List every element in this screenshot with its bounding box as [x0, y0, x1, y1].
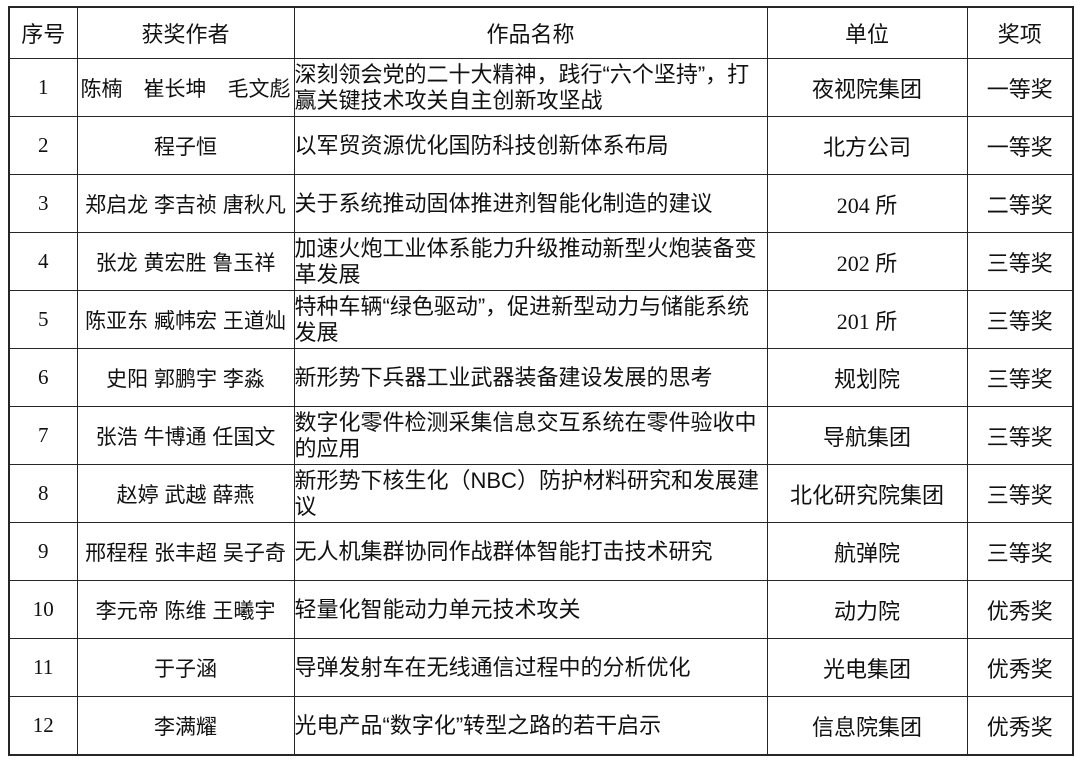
- header-cell-authors: 获奖作者: [76, 6, 295, 59]
- cell-authors: 陈楠 崔长坤 毛文彪: [76, 58, 295, 117]
- cell-award: 三等奖: [966, 290, 1074, 349]
- cell-unit: 夜视院集团: [766, 58, 968, 117]
- header-row: 序号 获奖作者 作品名称 单位 奖项: [8, 6, 1074, 59]
- cell-serial: 5: [8, 290, 78, 349]
- header-cell-serial: 序号: [8, 6, 78, 59]
- cell-award: 优秀奖: [966, 696, 1074, 756]
- table-row: 1 陈楠 崔长坤 毛文彪 深刻领会党的二十大精神，践行“六个坚持”，打赢关键技术…: [8, 58, 1074, 117]
- cell-award: 优秀奖: [966, 580, 1074, 639]
- cell-authors: 程子恒: [76, 116, 295, 175]
- cell-serial: 11: [8, 638, 78, 697]
- table-row: 11 于子涵 导弹发射车在无线通信过程中的分析优化 光电集团 优秀奖: [8, 638, 1074, 697]
- cell-authors: 郑启龙 李吉祯 唐秋凡: [76, 174, 295, 233]
- awards-table: 序号 获奖作者 作品名称 单位 奖项 1 陈楠 崔长坤 毛文彪 深刻领会党的二十…: [8, 6, 1074, 756]
- cell-serial: 4: [8, 232, 78, 291]
- table-row: 8 赵婷 武越 薛燕 新形势下核生化（NBC）防护材料研究和发展建议 北化研究院…: [8, 464, 1074, 523]
- cell-authors: 史阳 郭鹏宇 李淼: [76, 348, 295, 407]
- cell-unit: 204 所: [766, 174, 968, 233]
- cell-title: 导弹发射车在无线通信过程中的分析优化: [293, 638, 768, 697]
- cell-serial: 9: [8, 522, 78, 581]
- cell-unit: 动力院: [766, 580, 968, 639]
- cell-authors: 李元帝 陈维 王曦宇: [76, 580, 295, 639]
- table-row: 6 史阳 郭鹏宇 李淼 新形势下兵器工业武器装备建设发展的思考 规划院 三等奖: [8, 348, 1074, 407]
- cell-unit: 信息院集团: [766, 696, 968, 756]
- table-row: 7 张浩 牛博通 任国文 数字化零件检测采集信息交互系统在零件验收中的应用 导航…: [8, 406, 1074, 465]
- cell-serial: 12: [8, 696, 78, 756]
- cell-serial: 6: [8, 348, 78, 407]
- header-cell-title: 作品名称: [293, 6, 768, 59]
- cell-serial: 10: [8, 580, 78, 639]
- cell-unit: 规划院: [766, 348, 968, 407]
- table-row: 10 李元帝 陈维 王曦宇 轻量化智能动力单元技术攻关 动力院 优秀奖: [8, 580, 1074, 639]
- table-row: 5 陈亚东 臧帏宏 王道灿 特种车辆“绿色驱动”，促进新型动力与储能系统发展 2…: [8, 290, 1074, 349]
- header-cell-award: 奖项: [966, 6, 1074, 59]
- cell-unit: 导航集团: [766, 406, 968, 465]
- cell-unit: 航弹院: [766, 522, 968, 581]
- cell-serial: 1: [8, 58, 78, 117]
- cell-title: 深刻领会党的二十大精神，践行“六个坚持”，打赢关键技术攻关自主创新攻坚战: [293, 58, 768, 117]
- cell-award: 一等奖: [966, 116, 1074, 175]
- table-row: 2 程子恒 以军贸资源优化国防科技创新体系布局 北方公司 一等奖: [8, 116, 1074, 175]
- cell-authors: 张龙 黄宏胜 鲁玉祥: [76, 232, 295, 291]
- cell-unit: 光电集团: [766, 638, 968, 697]
- cell-unit: 北化研究院集团: [766, 464, 968, 523]
- table-row: 4 张龙 黄宏胜 鲁玉祥 加速火炮工业体系能力升级推动新型火炮装备变革发展 20…: [8, 232, 1074, 291]
- cell-authors: 邢程程 张丰超 吴子奇: [76, 522, 295, 581]
- cell-unit: 201 所: [766, 290, 968, 349]
- cell-title: 光电产品“数字化”转型之路的若干启示: [293, 696, 768, 756]
- cell-title: 特种车辆“绿色驱动”，促进新型动力与储能系统发展: [293, 290, 768, 349]
- cell-title: 关于系统推动固体推进剂智能化制造的建议: [293, 174, 768, 233]
- cell-title: 新形势下兵器工业武器装备建设发展的思考: [293, 348, 768, 407]
- table-row: 3 郑启龙 李吉祯 唐秋凡 关于系统推动固体推进剂智能化制造的建议 204 所 …: [8, 174, 1074, 233]
- cell-authors: 张浩 牛博通 任国文: [76, 406, 295, 465]
- header-cell-unit: 单位: [766, 6, 968, 59]
- cell-award: 三等奖: [966, 464, 1074, 523]
- cell-authors: 陈亚东 臧帏宏 王道灿: [76, 290, 295, 349]
- table-row: 9 邢程程 张丰超 吴子奇 无人机集群协同作战群体智能打击技术研究 航弹院 三等…: [8, 522, 1074, 581]
- cell-award: 三等奖: [966, 232, 1074, 291]
- cell-serial: 7: [8, 406, 78, 465]
- cell-unit: 北方公司: [766, 116, 968, 175]
- cell-award: 二等奖: [966, 174, 1074, 233]
- cell-title: 加速火炮工业体系能力升级推动新型火炮装备变革发展: [293, 232, 768, 291]
- cell-title: 数字化零件检测采集信息交互系统在零件验收中的应用: [293, 406, 768, 465]
- cell-award: 三等奖: [966, 348, 1074, 407]
- table-row: 12 李满耀 光电产品“数字化”转型之路的若干启示 信息院集团 优秀奖: [8, 696, 1074, 756]
- cell-authors: 赵婷 武越 薛燕: [76, 464, 295, 523]
- cell-serial: 3: [8, 174, 78, 233]
- cell-award: 优秀奖: [966, 638, 1074, 697]
- cell-title: 以军贸资源优化国防科技创新体系布局: [293, 116, 768, 175]
- cell-title: 新形势下核生化（NBC）防护材料研究和发展建议: [293, 464, 768, 523]
- cell-award: 三等奖: [966, 406, 1074, 465]
- cell-title: 无人机集群协同作战群体智能打击技术研究: [293, 522, 768, 581]
- cell-award: 三等奖: [966, 522, 1074, 581]
- cell-serial: 8: [8, 464, 78, 523]
- cell-title: 轻量化智能动力单元技术攻关: [293, 580, 768, 639]
- cell-authors: 李满耀: [76, 696, 295, 756]
- cell-serial: 2: [8, 116, 78, 175]
- cell-authors: 于子涵: [76, 638, 295, 697]
- cell-award: 一等奖: [966, 58, 1074, 117]
- cell-unit: 202 所: [766, 232, 968, 291]
